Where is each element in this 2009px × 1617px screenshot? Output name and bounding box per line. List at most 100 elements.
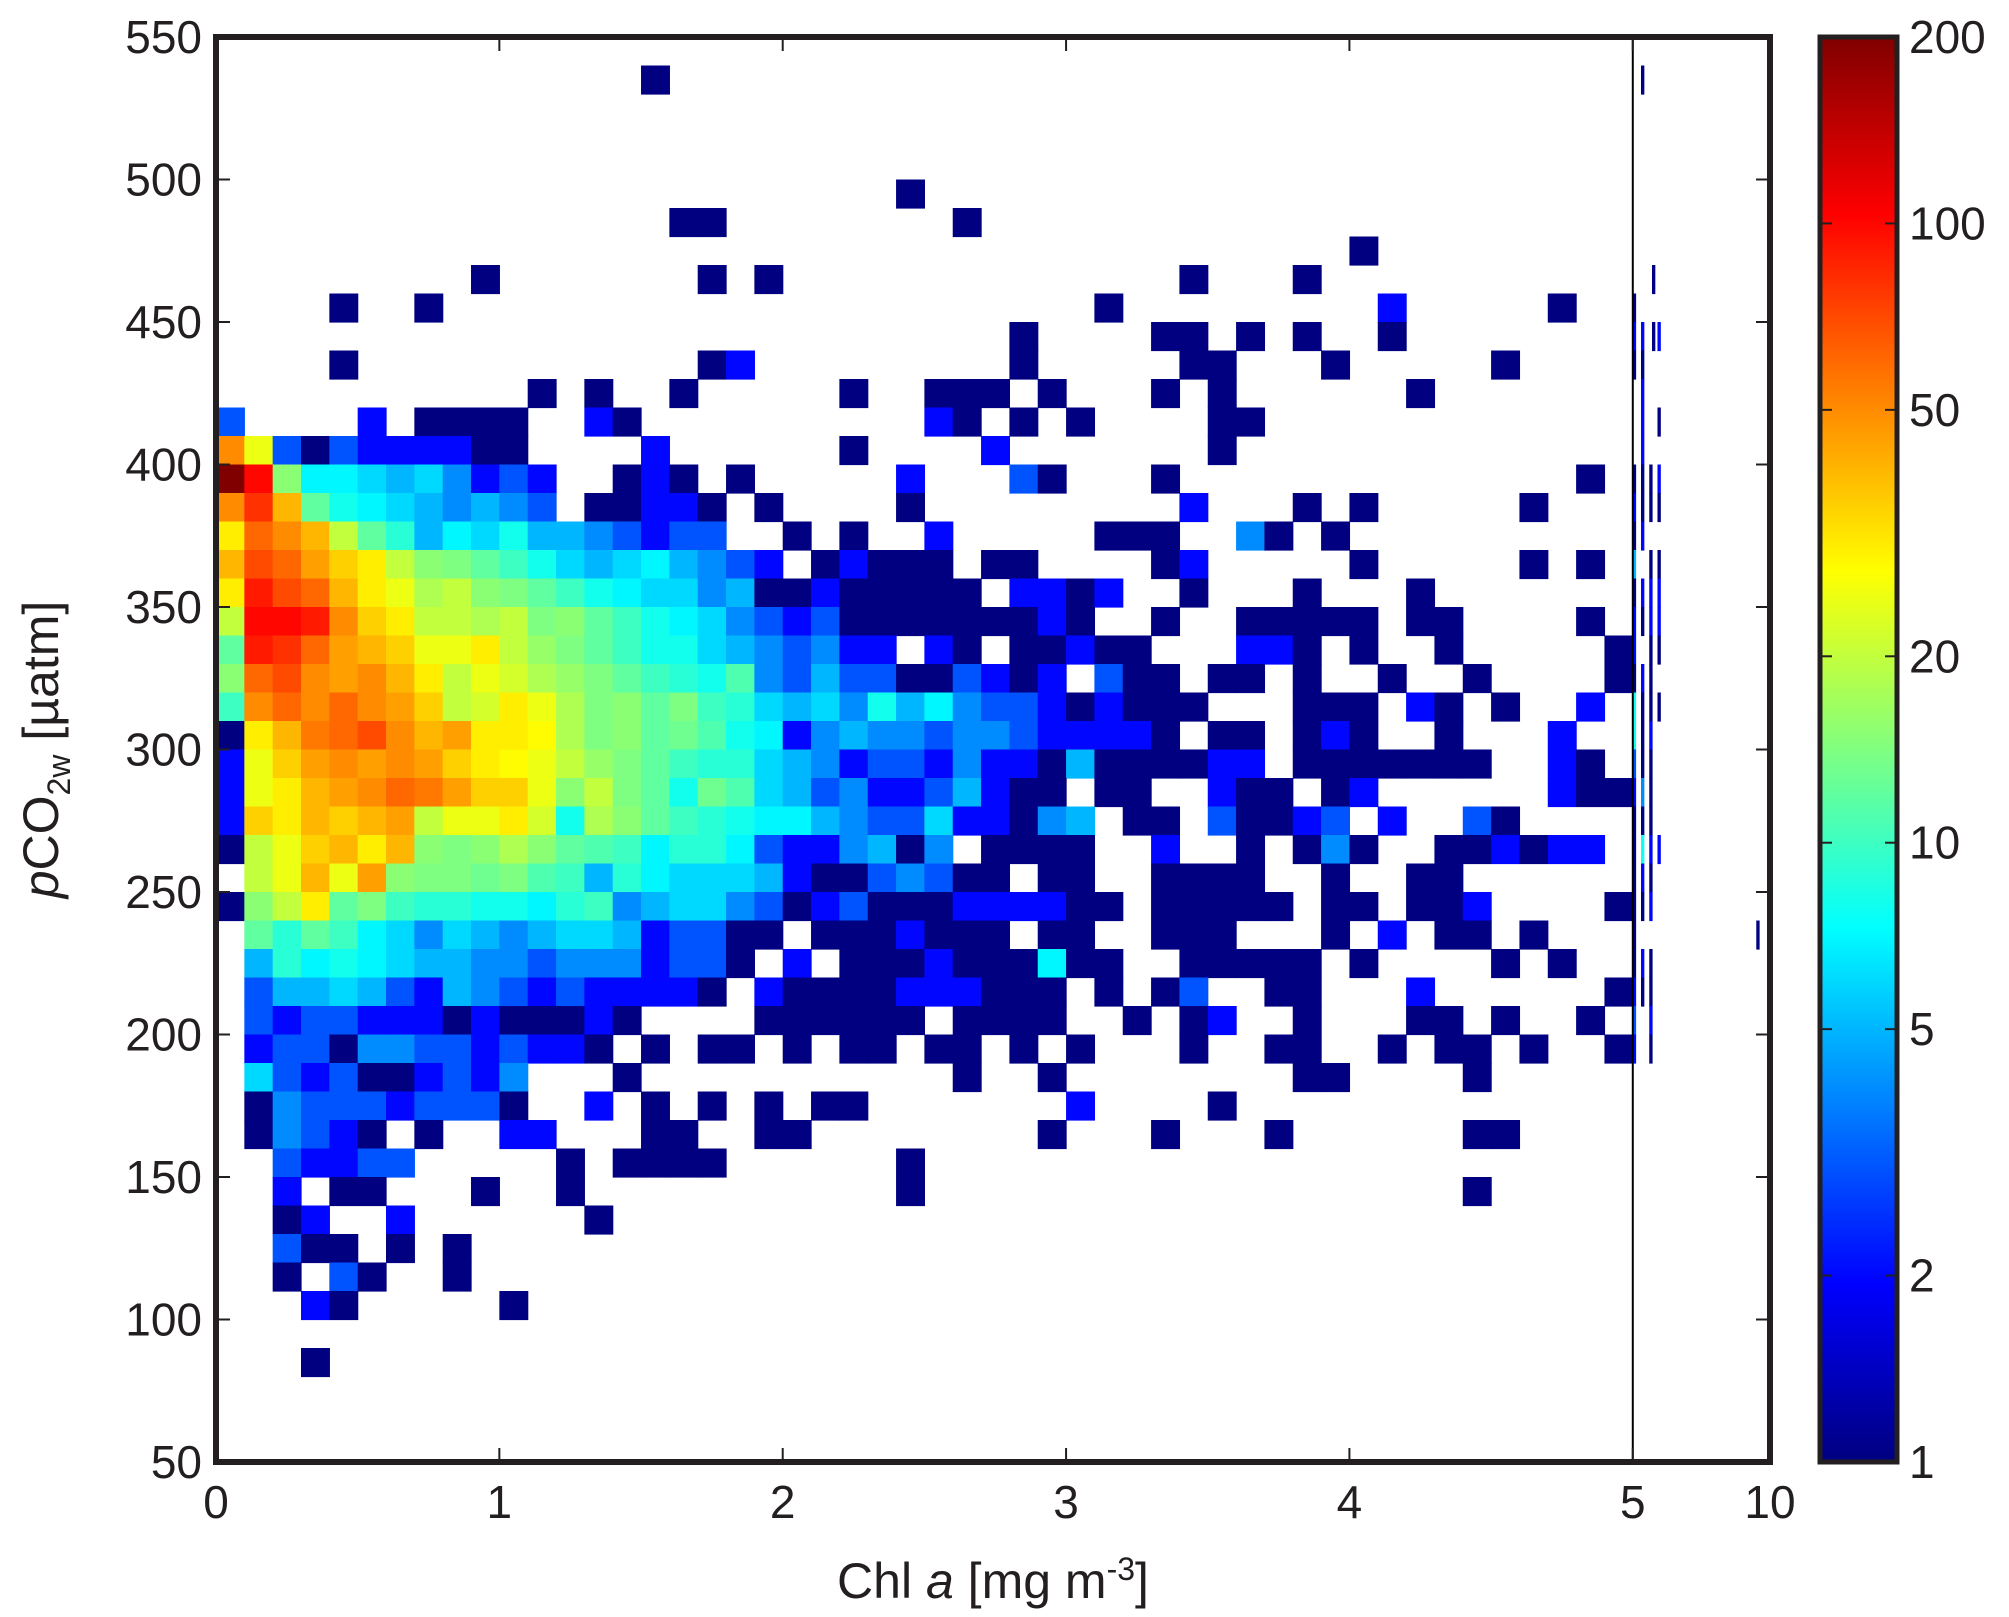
heatmap-cell <box>726 607 755 637</box>
heatmap-cell <box>1641 664 1645 694</box>
y-axis-title-main: CO <box>13 795 69 870</box>
heatmap-cell <box>1037 977 1067 1007</box>
heatmap-cell <box>669 920 699 950</box>
heatmap-cell <box>612 578 642 608</box>
heatmap-cell <box>584 863 614 893</box>
heatmap-cell <box>499 1291 529 1321</box>
heatmap-cell <box>357 977 387 1007</box>
heatmap-cell <box>669 977 699 1007</box>
heatmap-cell <box>471 521 500 551</box>
heatmap-cell <box>584 407 614 437</box>
heatmap-cell <box>896 493 925 523</box>
x-axis-title-unit: [mg m <box>954 1553 1107 1609</box>
heatmap-cell <box>1632 721 1637 751</box>
heatmap-cell <box>867 977 897 1007</box>
heatmap-cell <box>811 721 840 751</box>
heatmap-cell <box>669 692 699 722</box>
heatmap-cell <box>1632 464 1637 494</box>
heatmap-cell <box>1377 920 1407 950</box>
heatmap-cell <box>386 721 415 751</box>
heatmap-cell <box>1649 892 1653 922</box>
heatmap-cell <box>329 835 359 865</box>
heatmap-cell <box>1406 578 1436 608</box>
heatmap-cell <box>1179 977 1209 1007</box>
heatmap-cell <box>584 692 614 722</box>
heatmap-cell <box>442 464 472 494</box>
heatmap-cell <box>1406 977 1436 1007</box>
heatmap-cell <box>1321 778 1351 808</box>
heatmap-cell <box>1657 464 1661 494</box>
y-tick-label: 300 <box>125 724 202 776</box>
heatmap-cell <box>527 721 557 751</box>
heatmap-cell <box>357 550 387 580</box>
heatmap-cell <box>301 1234 330 1264</box>
heatmap-cell <box>329 664 359 694</box>
heatmap-cell <box>1491 835 1521 865</box>
heatmap-cell <box>1657 578 1661 608</box>
heatmap-cell <box>754 664 784 694</box>
heatmap-cell <box>329 1262 359 1292</box>
heatmap-cell <box>839 1006 869 1036</box>
x-tick-label: 2 <box>770 1476 796 1528</box>
heatmap-cell <box>301 664 330 694</box>
heatmap-cell <box>782 806 812 836</box>
heatmap-cell <box>527 1006 557 1036</box>
heatmap-cell <box>612 806 642 836</box>
heatmap-cell <box>301 806 330 836</box>
heatmap-cell <box>1151 692 1181 722</box>
heatmap-cell <box>1641 607 1645 637</box>
heatmap-cell <box>357 464 387 494</box>
heatmap-cell <box>442 1034 472 1064</box>
heatmap-cell <box>726 350 755 380</box>
heatmap-cell <box>301 436 330 466</box>
heatmap-cell <box>1632 322 1637 352</box>
heatmap-cell <box>471 664 500 694</box>
heatmap-cell <box>697 607 727 637</box>
heatmap-cell <box>584 778 614 808</box>
heatmap-cell <box>1292 265 1322 295</box>
heatmap-cell <box>669 493 699 523</box>
heatmap-cell <box>782 1006 812 1036</box>
heatmap-cell <box>499 949 529 979</box>
heatmap-cell <box>216 892 245 922</box>
heatmap-cell <box>782 635 812 665</box>
heatmap-cell <box>216 806 245 836</box>
heatmap-cell <box>1434 607 1464 637</box>
heatmap-cell <box>329 464 359 494</box>
heatmap-cell <box>697 835 727 865</box>
heatmap-cell <box>1094 692 1124 722</box>
heatmap-cell <box>697 1034 727 1064</box>
heatmap-cell <box>726 692 755 722</box>
heatmap-cell <box>924 835 954 865</box>
heatmap-cell <box>584 1205 614 1235</box>
heatmap-cell <box>669 778 699 808</box>
heatmap-cell <box>499 749 529 779</box>
heatmap-cell <box>414 664 444 694</box>
heatmap-cell <box>754 1091 784 1121</box>
heatmap-cell <box>1547 293 1577 323</box>
heatmap-cell <box>1649 607 1653 637</box>
heatmap-cell <box>1491 350 1521 380</box>
heatmap-cell <box>1236 806 1266 836</box>
heatmap-cell <box>726 806 755 836</box>
heatmap-cell <box>1641 65 1645 95</box>
heatmap-cell <box>1236 721 1266 751</box>
heatmap-cell <box>782 863 812 893</box>
heatmap-cell <box>471 692 500 722</box>
y-axis-title-unit: [µatm] <box>13 601 69 755</box>
heatmap-cell <box>1604 664 1634 694</box>
heatmap-cell <box>1576 1006 1606 1036</box>
heatmap-cell <box>244 892 274 922</box>
heatmap-cell <box>754 778 784 808</box>
heatmap-cell <box>952 749 982 779</box>
heatmap-cell <box>612 892 642 922</box>
heatmap-cell <box>782 835 812 865</box>
heatmap-cell <box>1349 607 1379 637</box>
heatmap-cell <box>329 1120 359 1150</box>
heatmap-cell <box>1349 778 1379 808</box>
heatmap-cell <box>1604 892 1634 922</box>
heatmap-cell <box>1037 778 1067 808</box>
heatmap-cell <box>1037 664 1067 694</box>
heatmap-cell <box>1151 977 1181 1007</box>
heatmap-cell <box>357 1262 387 1292</box>
